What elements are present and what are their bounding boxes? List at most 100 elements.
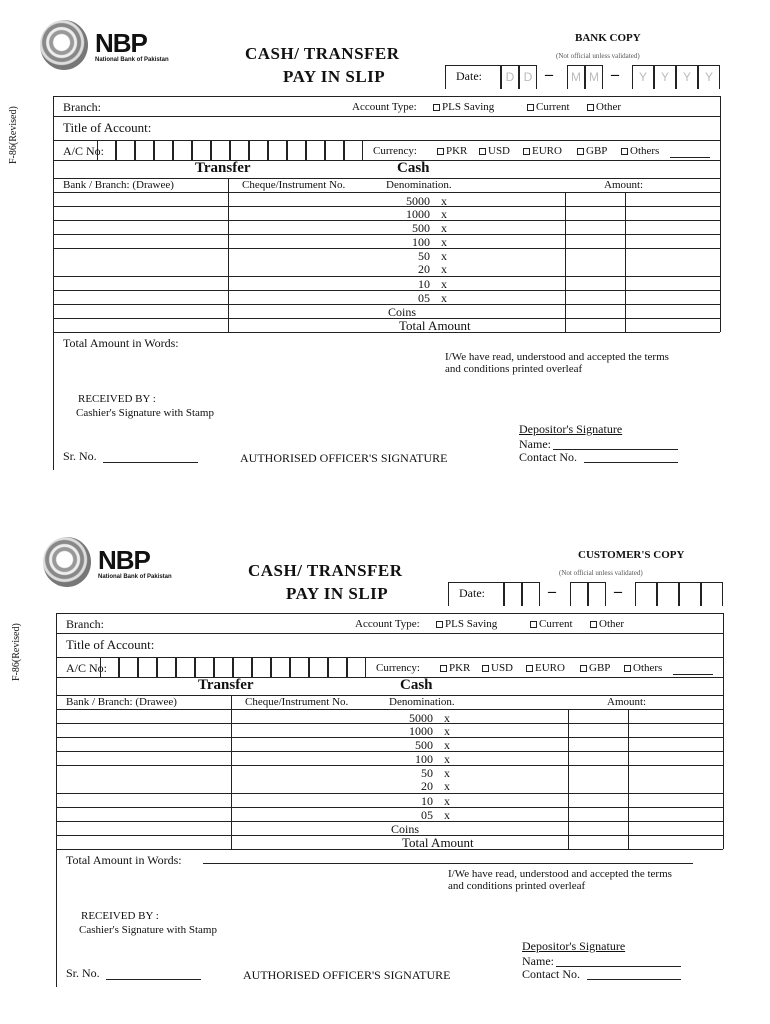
ac-no-digit-box[interactable] bbox=[271, 657, 290, 677]
ac-no-digit-box[interactable] bbox=[249, 140, 268, 160]
date-digit-box[interactable]: Y bbox=[676, 65, 698, 89]
date-digit-box[interactable]: M bbox=[567, 65, 585, 89]
currency-option: Others bbox=[633, 662, 663, 674]
multiply-sign: x bbox=[441, 291, 447, 305]
account-type-checkbox[interactable] bbox=[433, 104, 440, 111]
ac-no-digit-box[interactable] bbox=[344, 140, 363, 160]
ac-no-digit-box[interactable] bbox=[138, 657, 157, 677]
account-type-checkbox[interactable] bbox=[436, 621, 443, 628]
ac-no-digit-box[interactable] bbox=[176, 657, 195, 677]
ac-no-digit-box[interactable] bbox=[97, 140, 116, 160]
column-header-amount: Amount: bbox=[607, 696, 647, 708]
currency-checkbox[interactable] bbox=[577, 148, 584, 155]
date-digit-box[interactable] bbox=[522, 582, 540, 606]
ac-no-digit-box[interactable] bbox=[211, 140, 230, 160]
ac-no-digit-box[interactable] bbox=[252, 657, 271, 677]
denomination-value: 10 bbox=[421, 794, 433, 808]
account-type-checkbox[interactable] bbox=[530, 621, 537, 628]
date-digit-box[interactable]: Y bbox=[698, 65, 720, 89]
denomination-value: 500 bbox=[415, 738, 433, 752]
ac-no-digit-box[interactable] bbox=[325, 140, 344, 160]
currency-checkbox[interactable] bbox=[482, 665, 489, 672]
date-digit-box[interactable] bbox=[657, 582, 679, 606]
customer-copy-slip: NBP National Bank of Pakistan CASH/ TRANSF… bbox=[3, 537, 770, 1017]
ac-no-digit-box[interactable] bbox=[157, 657, 176, 677]
date-digit-box[interactable] bbox=[570, 582, 588, 606]
date-digit-box[interactable] bbox=[635, 582, 657, 606]
date-digit-box[interactable] bbox=[588, 582, 606, 606]
cashier-signature-label: Cashier's Signature with Stamp bbox=[76, 407, 214, 419]
date-digit-box[interactable] bbox=[679, 582, 701, 606]
rule bbox=[228, 178, 229, 332]
rule bbox=[565, 192, 566, 332]
contact-label: Contact No. bbox=[519, 450, 577, 464]
date-label: Date: bbox=[456, 69, 482, 83]
ac-no-digit-box[interactable] bbox=[195, 657, 214, 677]
account-type-checkbox[interactable] bbox=[527, 104, 534, 111]
ac-no-digit-box[interactable] bbox=[230, 140, 249, 160]
rule bbox=[56, 677, 723, 678]
account-type-checkbox[interactable] bbox=[587, 104, 594, 111]
currency-checkbox[interactable] bbox=[580, 665, 587, 672]
depositor-signature-label: Depositor's Signature bbox=[519, 422, 623, 436]
denomination-value: 10 bbox=[418, 277, 430, 291]
ac-no-digit-box[interactable] bbox=[233, 657, 252, 677]
nbp-logo-icon bbox=[40, 20, 88, 70]
currency-checkbox[interactable] bbox=[437, 148, 444, 155]
date-digit-box[interactable]: Y bbox=[654, 65, 676, 89]
date-digit-box[interactable]: D bbox=[519, 65, 537, 89]
ac-no-digit-box[interactable] bbox=[309, 657, 328, 677]
currency-checkbox[interactable] bbox=[479, 148, 486, 155]
ac-no-digit-box[interactable] bbox=[268, 140, 287, 160]
date-placeholder: D bbox=[523, 70, 533, 84]
transfer-heading: Transfer bbox=[198, 677, 254, 693]
ac-no-digit-box[interactable] bbox=[290, 657, 309, 677]
date-digit-box[interactable] bbox=[701, 582, 723, 606]
date-digit-box[interactable]: Y bbox=[632, 65, 654, 89]
currency-checkbox[interactable] bbox=[621, 148, 628, 155]
ac-no-digit-box[interactable] bbox=[100, 657, 119, 677]
ac-no-digit-box[interactable] bbox=[135, 140, 154, 160]
ac-no-label: A/C No: bbox=[66, 661, 108, 675]
title-of-account-field[interactable] bbox=[173, 635, 713, 653]
ac-no-digit-box[interactable] bbox=[116, 140, 135, 160]
rule bbox=[53, 96, 720, 97]
title-of-account-label: Title of Account: bbox=[66, 637, 155, 652]
ac-no-digit-box[interactable] bbox=[347, 657, 366, 677]
ac-no-digit-box[interactable] bbox=[214, 657, 233, 677]
branch-field[interactable] bbox=[115, 98, 335, 114]
ac-no-digit-box[interactable] bbox=[173, 140, 192, 160]
date-digit-box[interactable]: D bbox=[501, 65, 519, 89]
currency-checkbox[interactable] bbox=[624, 665, 631, 672]
date-digit-box[interactable]: M bbox=[585, 65, 603, 89]
ac-no-digit-box[interactable] bbox=[154, 140, 173, 160]
rule bbox=[587, 979, 681, 980]
currency-checkbox[interactable] bbox=[440, 665, 447, 672]
rule bbox=[56, 695, 723, 696]
date-separator: – bbox=[548, 583, 556, 600]
form-code: F-86(Revised) bbox=[8, 106, 19, 164]
branch-field[interactable] bbox=[118, 615, 338, 631]
date-placeholder: Y bbox=[660, 70, 669, 84]
date-separator: – bbox=[545, 66, 553, 83]
currency-checkbox[interactable] bbox=[523, 148, 530, 155]
date-digit-box[interactable] bbox=[504, 582, 522, 606]
bank-full-name: National Bank of Pakistan bbox=[98, 574, 172, 580]
rule bbox=[53, 192, 720, 193]
ac-no-digit-box[interactable] bbox=[306, 140, 325, 160]
account-type-checkbox[interactable] bbox=[590, 621, 597, 628]
ac-no-digit-box[interactable] bbox=[328, 657, 347, 677]
currency-checkbox[interactable] bbox=[526, 665, 533, 672]
currency-option: GBP bbox=[589, 662, 611, 674]
date-separator: – bbox=[614, 583, 622, 600]
coins-label: Coins bbox=[388, 305, 417, 319]
ac-no-digit-box[interactable] bbox=[287, 140, 306, 160]
ac-no-digit-box[interactable] bbox=[119, 657, 138, 677]
column-header-bank-branch: Bank / Branch: (Drawee) bbox=[63, 179, 174, 191]
rule bbox=[56, 613, 57, 987]
rule bbox=[53, 304, 720, 305]
ac-no-digit-box[interactable] bbox=[192, 140, 211, 160]
rule bbox=[53, 160, 720, 161]
title-of-account-field[interactable] bbox=[170, 118, 710, 136]
rule bbox=[53, 206, 720, 207]
